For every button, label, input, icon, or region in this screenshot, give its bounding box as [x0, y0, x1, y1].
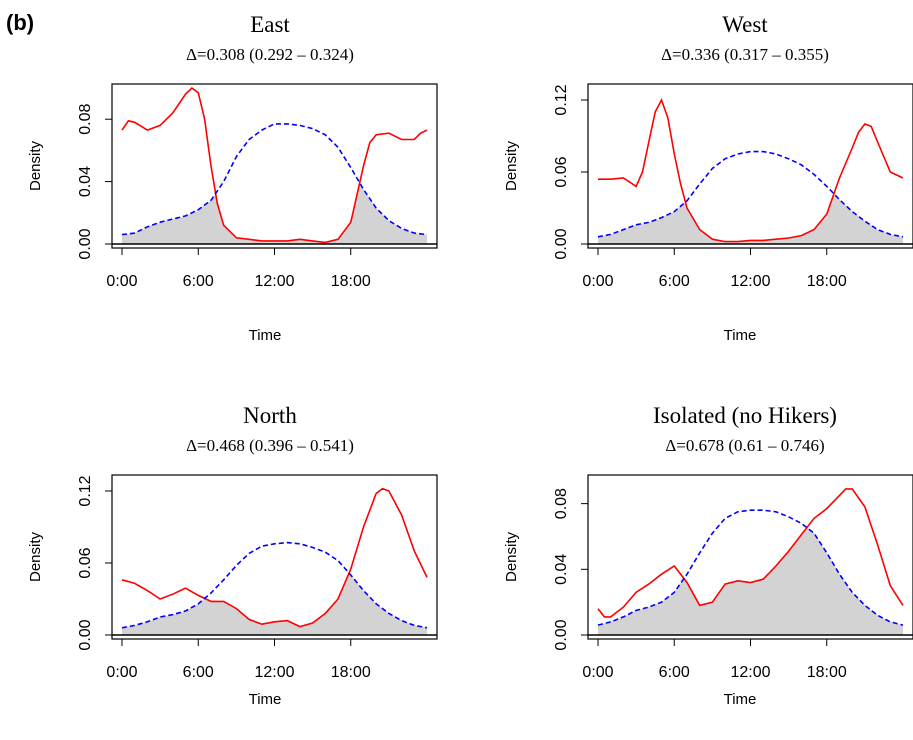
y-tick-label: 0.06	[553, 156, 570, 187]
overlap-area	[122, 182, 427, 244]
x-tick-label: 18:00	[807, 664, 847, 681]
y-tick-label: 0.06	[77, 547, 94, 578]
x-tick-label: 0:00	[106, 664, 137, 681]
panel-subtitle: Δ=0.468 (0.396 – 0.541)	[186, 436, 354, 455]
series-line-red	[598, 98, 904, 243]
series-line-red	[121, 487, 428, 628]
figure-label: (b)	[6, 10, 34, 35]
y-tick-label: 0.00	[553, 619, 570, 650]
series-line-blue-dashed	[121, 123, 428, 236]
x-tick-label: 18:00	[331, 273, 371, 290]
x-tick-label: 12:00	[730, 273, 770, 290]
y-tick-label: 0.08	[553, 488, 570, 519]
overlap-area	[598, 528, 903, 635]
x-tick-label: 0:00	[582, 664, 613, 681]
y-tick-label: 0.08	[77, 104, 94, 135]
x-tick-label: 6:00	[659, 664, 690, 681]
panel-3: 0:00 6:00 12:00 18:00 0.00 0.06 0.12 North Δ=0.4…	[27, 403, 438, 708]
panel-4: 0:00 6:00 12:00 18:00 0.00 0.04 0.08 Isolated (…	[503, 403, 913, 708]
x-tick-label: 6:00	[659, 273, 690, 290]
series-line-blue-dashed	[597, 509, 904, 626]
panel-subtitle: Δ=0.336 (0.317 – 0.355)	[661, 45, 829, 64]
y-tick-label: 0.00	[77, 228, 94, 259]
x-axis-label: Time	[724, 327, 757, 344]
y-tick-label: 0.00	[77, 619, 94, 650]
y-axis-label: Density	[27, 531, 44, 582]
x-tick-label: 12:00	[254, 664, 294, 681]
panel-1: 0:00 6:00 12:00 18:00 0.00 0.04 0.08 East Δ=0.30…	[27, 12, 438, 344]
y-tick-label: 0.00	[553, 228, 570, 259]
series-line-blue-dashed	[597, 150, 904, 238]
x-tick-label: 0:00	[106, 273, 137, 290]
y-tick-label: 0.12	[553, 84, 570, 115]
y-tick-label: 0.04	[77, 166, 94, 197]
series-line-blue-dashed	[121, 541, 428, 629]
panel-2: 0:00 6:00 12:00 18:00 0.00 0.06 0.12 West Δ=0.33…	[503, 12, 913, 344]
x-tick-label: 18:00	[807, 273, 847, 290]
overlap-area	[122, 573, 427, 635]
x-tick-label: 0:00	[582, 273, 613, 290]
panel-subtitle: Δ=0.308 (0.292 – 0.324)	[186, 45, 354, 64]
panel-title: East	[250, 12, 290, 37]
y-tick-label: 0.12	[77, 475, 94, 506]
x-axis-label: Time	[249, 691, 282, 708]
panel-subtitle: Δ=0.678 (0.61 – 0.746)	[665, 436, 824, 455]
series-line-red	[597, 488, 904, 618]
x-tick-label: 12:00	[730, 664, 770, 681]
y-axis-label: Density	[503, 531, 520, 582]
panel-title: West	[722, 12, 768, 37]
y-axis-label: Density	[503, 140, 520, 191]
x-axis-label: Time	[724, 691, 757, 708]
panel-title: Isolated (no Hikers)	[653, 403, 837, 428]
x-axis-label: Time	[249, 327, 282, 344]
y-tick-label: 0.04	[553, 554, 570, 585]
x-tick-label: 6:00	[183, 273, 214, 290]
y-axis-label: Density	[27, 140, 44, 191]
x-tick-label: 6:00	[183, 664, 214, 681]
x-tick-label: 18:00	[331, 664, 371, 681]
panel-title: North	[243, 403, 297, 428]
series-line-red	[121, 86, 428, 244]
overlap-area	[598, 194, 903, 244]
x-tick-label: 12:00	[254, 273, 294, 290]
